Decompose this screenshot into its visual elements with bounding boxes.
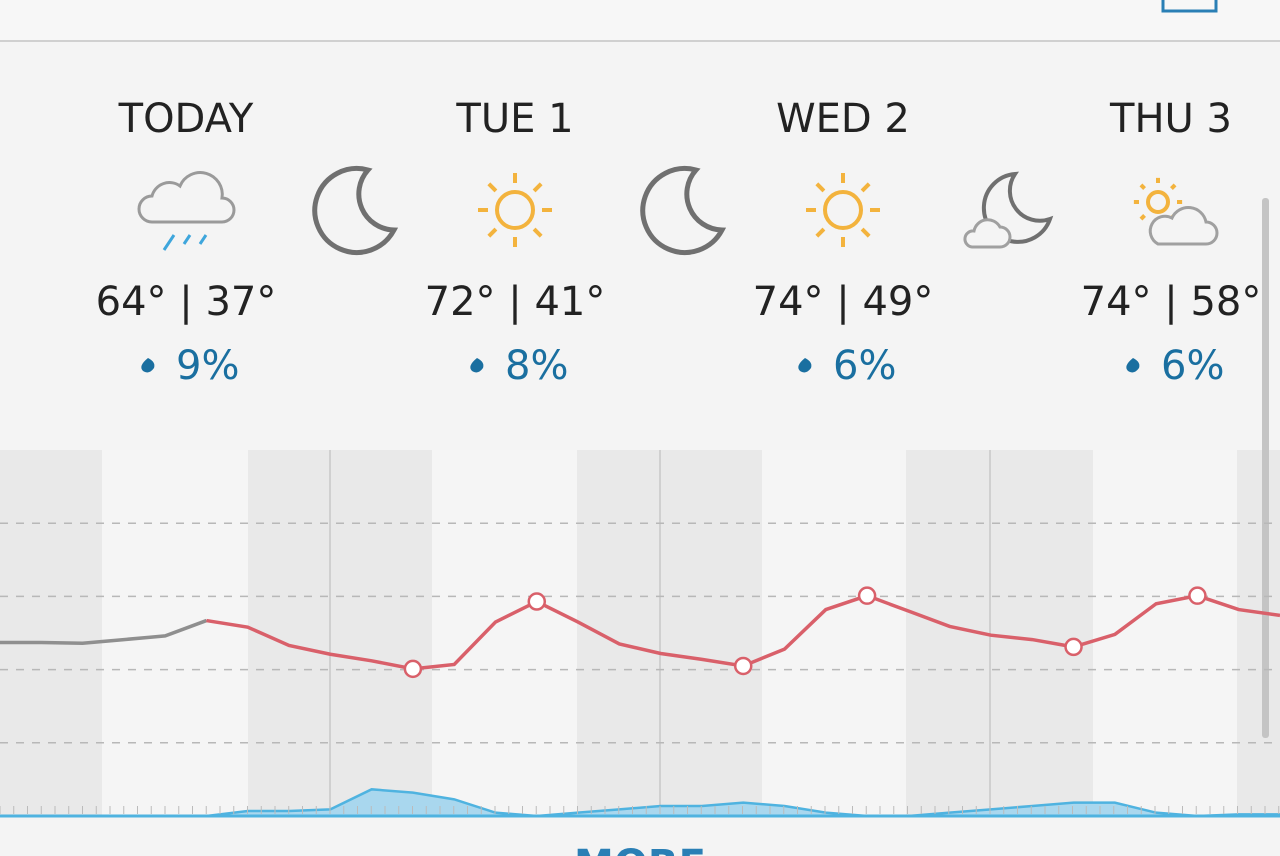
sun-ray (487, 227, 498, 238)
precip-chance: 6% (1161, 343, 1224, 389)
extreme-marker (1064, 637, 1083, 657)
high-temp: 74° (1081, 279, 1152, 325)
extreme-marker (403, 659, 423, 679)
sun-icon (806, 173, 880, 247)
low-temp: 49° (862, 279, 933, 325)
past-temp-line (0, 618, 208, 645)
low-temp: 41° (534, 279, 605, 325)
rain-icon (137, 171, 236, 251)
day-label: WED 2 (776, 96, 910, 142)
band (432, 450, 577, 816)
cloud-icon (1148, 206, 1219, 246)
precip-area (0, 788, 1280, 818)
sun-ray (860, 227, 871, 238)
moon-icon (312, 165, 399, 255)
cloud-icon (963, 218, 1012, 249)
low-temp: 37° (205, 279, 276, 325)
extreme-marker (733, 656, 753, 676)
day-label: TUE 1 (455, 96, 573, 142)
band (577, 450, 762, 816)
day-label: TODAY (118, 96, 254, 142)
scrollbar (1262, 198, 1269, 738)
more-link[interactable]: MORE (574, 842, 706, 856)
sun-ray (815, 182, 826, 193)
temperatures: 64° | 37° (96, 279, 277, 325)
drop-icon (1126, 358, 1140, 373)
sun-core (495, 190, 535, 230)
drop-icon (141, 358, 155, 373)
band (906, 450, 1093, 816)
day-label: THU 3 (1109, 96, 1232, 142)
sun-core (1146, 190, 1170, 214)
extreme-marker (1188, 586, 1207, 605)
separator: | (836, 279, 849, 325)
precip-chance: 8% (505, 343, 568, 389)
high-temp: 74° (753, 279, 824, 325)
sun-ray (532, 227, 543, 238)
menu-icon[interactable] (1161, 0, 1218, 13)
low-temp: 58° (1190, 279, 1261, 325)
sun-ray (1170, 183, 1177, 190)
band (1237, 450, 1280, 816)
sun-ray (532, 182, 543, 193)
sun-ray (487, 182, 498, 193)
separator: | (508, 279, 521, 325)
temperatures: 72° | 41° (425, 279, 606, 325)
band (248, 450, 432, 816)
band (0, 450, 102, 816)
drop-icon (470, 358, 484, 373)
top-bar (0, 0, 1280, 40)
sun-ray (860, 182, 871, 193)
precip-chance: 9% (176, 343, 239, 389)
graph-background (0, 198, 1280, 816)
sun-ray (815, 227, 826, 238)
temperatures: 74° | 49° (753, 279, 934, 325)
sun-icon (478, 173, 552, 247)
moon-icon (981, 171, 1054, 244)
sun-ray (1139, 214, 1146, 221)
drop-icon (798, 358, 812, 373)
precip-chance: 6% (833, 343, 896, 389)
moon-icon (640, 165, 727, 255)
high-temp: 64° (96, 279, 167, 325)
separator: | (1164, 279, 1177, 325)
high-temp: 72° (425, 279, 496, 325)
sun-core (823, 190, 863, 230)
separator: | (179, 279, 192, 325)
extreme-marker (527, 592, 547, 611)
sun-ray (1139, 183, 1146, 190)
temperatures: 74° | 58° (1081, 279, 1262, 325)
band (762, 450, 906, 816)
extreme-marker (857, 586, 877, 605)
